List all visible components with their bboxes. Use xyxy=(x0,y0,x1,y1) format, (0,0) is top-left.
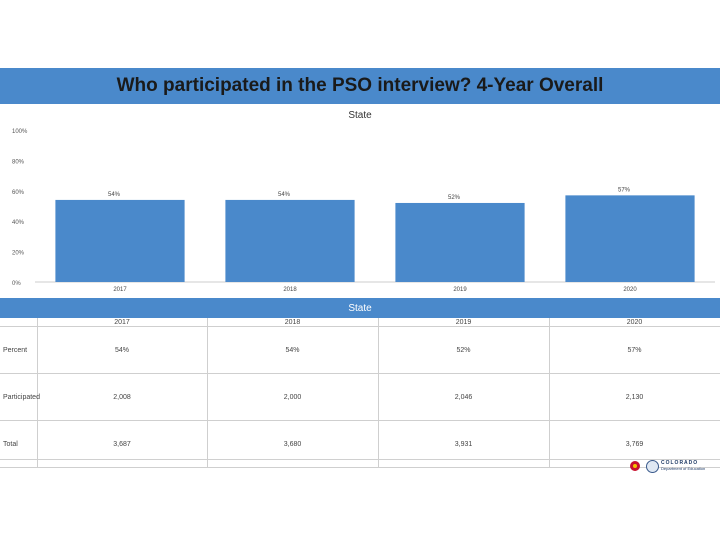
data-label: 52% xyxy=(448,195,461,201)
table-cell: 3,687 xyxy=(37,420,208,468)
row-label: Percent xyxy=(0,326,38,374)
table-cell: 2,130 xyxy=(549,373,720,421)
y-tick-label: 60% xyxy=(12,190,25,196)
table-title: State xyxy=(348,302,372,314)
logo-line-2: Department of Education xyxy=(661,466,706,471)
table-year-row: 2017 2018 2019 2020 xyxy=(0,318,720,327)
slide-title: Who participated in the PSO interview? 4… xyxy=(116,75,604,96)
logo-text: COLORADO Department of Education xyxy=(661,460,706,472)
table-cell: 3,680 xyxy=(207,420,379,468)
table-header: State xyxy=(0,298,720,318)
y-tick-label: 20% xyxy=(12,251,25,257)
table-cell: 3,931 xyxy=(378,420,550,468)
table-corner-cell xyxy=(0,318,38,327)
bar xyxy=(565,195,695,282)
table-year-header: 2019 xyxy=(378,318,550,327)
table-cell: 54% xyxy=(207,326,379,374)
logo-line-1: COLORADO xyxy=(661,460,699,466)
row-label: Total xyxy=(0,420,38,468)
bar xyxy=(225,199,355,282)
y-tick-label: 40% xyxy=(12,220,25,226)
table-cell: 3,769 xyxy=(549,420,720,468)
table-year-header: 2018 xyxy=(207,318,379,327)
colorado-c-logo-icon xyxy=(630,460,644,472)
data-label: 54% xyxy=(108,192,121,198)
table-row: Total 3,687 3,680 3,931 3,769 xyxy=(0,420,720,468)
row-label: Participated xyxy=(0,373,40,421)
chart-title: State xyxy=(348,110,372,121)
data-label: 57% xyxy=(618,187,631,193)
data-label: 54% xyxy=(278,192,291,198)
x-tick-label: 2020 xyxy=(623,287,637,293)
state-seal-icon xyxy=(646,459,659,473)
x-tick-label: 2019 xyxy=(453,287,467,293)
colorado-education-logo: COLORADO Department of Education xyxy=(630,459,720,473)
footer-rule xyxy=(0,459,720,460)
bar xyxy=(55,199,185,282)
bar-chart: State 0% 20% 40% 60% 80% 100% 54% 2017 54% 2018 52%… xyxy=(12,110,715,293)
table-cell: 54% xyxy=(37,326,208,374)
table-cell: 57% xyxy=(549,326,720,374)
y-tick-label: 80% xyxy=(12,159,25,165)
data-table: 2017 2018 2019 2020 Percent 54% 54% 52% … xyxy=(0,318,720,468)
table-row: Participated 2,008 2,000 2,046 2,130 xyxy=(0,373,720,421)
table-cell: 2,000 xyxy=(207,373,379,421)
x-tick-label: 2017 xyxy=(113,287,127,293)
table-row: Percent 54% 54% 52% 57% xyxy=(0,326,720,374)
bar xyxy=(395,202,525,282)
table-year-header: 2017 xyxy=(37,318,208,327)
title-bar: Who participated in the PSO interview? 4… xyxy=(0,68,720,104)
y-tick-label: 0% xyxy=(12,281,21,287)
y-tick-label: 100% xyxy=(12,129,28,135)
slide: Who participated in the PSO interview? 4… xyxy=(0,68,720,473)
chart-area: State 0% 20% 40% 60% 80% 100% 54% 2017 54% 2018 52%… xyxy=(0,104,720,298)
table-cell: 2,046 xyxy=(378,373,550,421)
table-cell: 52% xyxy=(378,326,550,374)
table-year-header: 2020 xyxy=(549,318,720,327)
x-tick-label: 2018 xyxy=(283,287,297,293)
table-cell: 2,008 xyxy=(37,373,208,421)
